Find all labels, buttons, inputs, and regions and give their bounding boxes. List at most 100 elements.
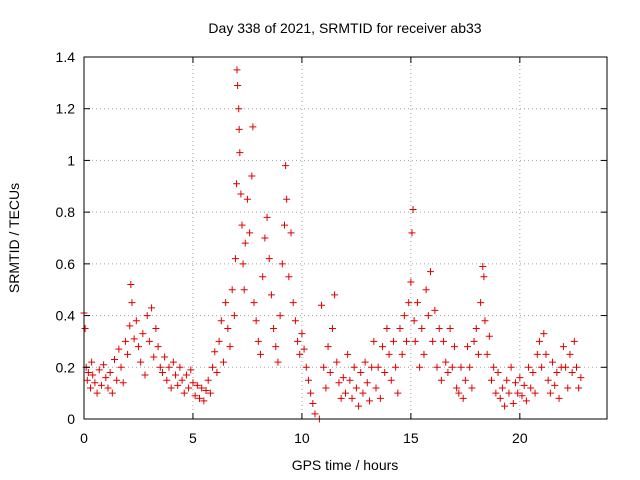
data-point (211, 348, 219, 356)
data-point (249, 123, 257, 131)
data-point (204, 376, 212, 384)
data-point (200, 397, 208, 405)
data-point (285, 273, 293, 281)
data-point (152, 325, 160, 332)
data-point (570, 337, 578, 345)
data-point (342, 389, 349, 397)
data-point (148, 304, 156, 312)
data-point (185, 384, 193, 392)
data-point (551, 381, 559, 389)
data-point (418, 325, 426, 332)
data-point (559, 343, 567, 351)
data-point (374, 363, 382, 371)
data-point (457, 363, 465, 371)
data-point (435, 325, 443, 332)
data-point (93, 389, 101, 397)
data-point (426, 268, 434, 276)
data-point (126, 322, 134, 330)
data-point (115, 345, 123, 353)
data-point (400, 312, 408, 320)
data-point (119, 379, 127, 387)
data-point (405, 299, 413, 307)
data-point (222, 299, 230, 307)
x-tick-label: 0 (80, 430, 88, 446)
data-point (337, 394, 345, 402)
data-point (444, 368, 452, 376)
data-point (272, 343, 280, 351)
data-point (542, 350, 550, 358)
y-tick-label: 0 (67, 411, 75, 427)
data-point (546, 389, 554, 397)
data-point (121, 337, 129, 345)
data-point (468, 384, 476, 392)
data-point (224, 325, 232, 332)
data-point (143, 312, 151, 320)
data-point (241, 239, 249, 247)
data-point (304, 376, 312, 384)
data-point (461, 376, 469, 384)
data-point (137, 358, 145, 366)
y-tick-label: 1.4 (56, 49, 76, 65)
data-point (202, 387, 210, 395)
data-point (252, 317, 260, 325)
data-point (575, 384, 583, 392)
data-point (156, 363, 164, 371)
data-point (228, 286, 236, 294)
data-point (238, 221, 246, 229)
data-point (189, 379, 197, 387)
data-point (514, 389, 522, 397)
data-point (88, 358, 96, 366)
data-point (410, 317, 418, 325)
data-point (518, 392, 526, 400)
data-point (357, 368, 365, 376)
data-point (150, 353, 158, 361)
y-axis-label: SRMTID / TECUs (6, 183, 22, 293)
data-point (507, 363, 515, 371)
data-point (387, 376, 395, 384)
y-tick-label: 1.2 (56, 101, 76, 117)
data-point (522, 397, 530, 405)
data-point (124, 350, 132, 358)
data-point (309, 399, 317, 407)
data-point (130, 335, 138, 343)
chart-title: Day 338 of 2021, SRMTID for receiver ab3… (208, 20, 481, 36)
data-point (111, 356, 119, 364)
y-tick-label: 0.8 (56, 204, 76, 220)
x-tick-label: 10 (294, 430, 310, 446)
data-point (416, 363, 424, 371)
data-point (270, 325, 278, 332)
data-point (485, 332, 493, 340)
data-point (533, 350, 541, 358)
data-point (474, 350, 482, 358)
data-point (280, 221, 288, 229)
data-point (549, 358, 557, 366)
data-point (191, 392, 199, 400)
data-point (562, 363, 570, 371)
data-point (540, 330, 548, 338)
data-point (235, 105, 243, 113)
data-point (178, 376, 186, 384)
data-point (363, 379, 371, 387)
data-point (169, 358, 177, 366)
data-point (531, 389, 539, 397)
data-point (300, 345, 308, 353)
data-point (307, 389, 315, 397)
data-point (505, 389, 513, 397)
data-point (274, 358, 282, 366)
data-point (294, 337, 302, 345)
data-point (479, 262, 487, 270)
data-point (466, 363, 474, 371)
data-point (108, 389, 116, 397)
data-point (326, 368, 334, 376)
y-tick-label: 0.2 (56, 359, 76, 375)
data-point (106, 368, 114, 376)
x-tick-label: 15 (403, 430, 419, 446)
data-point (113, 376, 121, 384)
data-point (296, 350, 304, 358)
grid-lines (84, 57, 607, 419)
data-point (102, 374, 110, 382)
data-point (509, 399, 517, 407)
data-point (372, 384, 380, 392)
data-point (278, 260, 286, 268)
data-point (368, 363, 376, 371)
